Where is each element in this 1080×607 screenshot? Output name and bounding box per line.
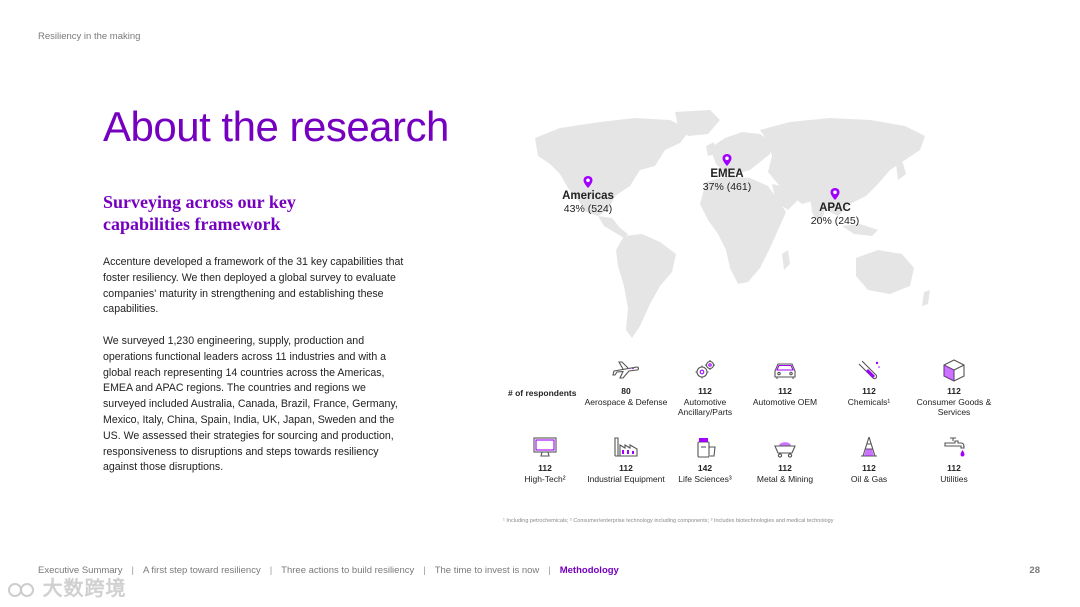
respondent-count: 112 (778, 386, 792, 396)
page-title: About the research (103, 103, 449, 150)
map-asia (760, 118, 925, 216)
region-americas: Americas 43% (524) (555, 176, 621, 216)
methodology-paragraph: We surveyed 1,230 engineering, supply, p… (103, 335, 398, 474)
footer-link-first-step[interactable]: A first step toward resiliency (142, 565, 261, 576)
map-africa (700, 176, 786, 284)
map-madagascar (782, 250, 790, 270)
watermark-logo-icon (8, 582, 34, 597)
industry-life-sciences: 142 Life Sciences³ (660, 435, 750, 484)
respondents-label: # of respondents (508, 388, 577, 398)
respondent-count: 112 (862, 386, 876, 396)
pill-bottle-icon (697, 438, 716, 458)
section-subtitle: Surveying across our key capabilities fr… (103, 192, 296, 234)
map-south-america (616, 234, 676, 338)
footer-separator: | (423, 565, 426, 576)
airplane-icon (612, 361, 640, 379)
map-indonesia (842, 224, 878, 236)
industry-chemicals: 112 Chemicals¹ (824, 358, 914, 407)
industry-name: Chemicals¹ (847, 397, 891, 407)
industry-name: Oil & Gas (850, 474, 888, 484)
factory-icon (614, 437, 638, 457)
map-new-zealand (922, 290, 930, 306)
industry-name: High-Tech² (524, 474, 566, 484)
monitor-icon (533, 437, 557, 457)
industry-name: Industrial Equipment (587, 474, 665, 484)
watermark-text: 大数跨境 (42, 578, 127, 600)
intro-paragraph: Accenture developed a framework of the 3… (103, 256, 404, 316)
respondent-count: 112 (862, 463, 876, 473)
footer-link-methodology[interactable]: Methodology (559, 565, 619, 576)
map-australia (856, 250, 914, 294)
respondent-count: 112 (947, 463, 961, 473)
footer-nav: Executive Summary | A first step toward … (38, 565, 619, 576)
respondent-count: 80 (621, 386, 631, 396)
industry-name: Consumer Goods & Services (916, 397, 992, 417)
industry-industrial-equipment: 112 Industrial Equipment (581, 435, 671, 484)
map-central-america (598, 216, 628, 238)
industry-aerospace: 80 Aerospace & Defense (581, 358, 671, 407)
industry-consumer-goods: 112 Consumer Goods & Services (909, 358, 999, 417)
mine-cart-icon (774, 442, 796, 458)
location-pin-icon (583, 176, 593, 188)
region-emea: EMEA 37% (461) (694, 154, 760, 194)
respondent-count: 112 (947, 386, 961, 396)
industry-name: Automotive Ancillary/Parts (677, 397, 733, 417)
industry-name: Aerospace & Defense (584, 397, 668, 407)
section-kicker: Resiliency in the making (38, 31, 141, 42)
map-greenland (675, 110, 720, 136)
oil-rig-icon (861, 436, 877, 457)
footer-separator: | (269, 565, 273, 576)
respondent-count: 112 (538, 463, 552, 473)
region-name: APAC (819, 202, 851, 214)
map-india (810, 196, 826, 224)
page-number: 28 (1029, 565, 1040, 576)
region-name: Americas (562, 190, 614, 202)
industry-name: Life Sciences³ (678, 474, 732, 484)
map-japan (896, 160, 906, 180)
footer-link-time-to-invest[interactable]: The time to invest is now (434, 565, 540, 576)
footnote: ¹ Including petrochemicals; ² Consumer/e… (503, 518, 834, 524)
region-apac: APAC 20% (245) (802, 188, 868, 228)
industry-name: Metal & Mining (756, 474, 814, 484)
water-tap-icon (944, 437, 965, 457)
industry-automotive-parts: 112 Automotive Ancillary/Parts (660, 358, 750, 417)
gears-icon (695, 360, 715, 379)
footer-separator: | (548, 565, 551, 576)
respondent-count: 142 (697, 463, 713, 473)
respondent-count: 112 (619, 463, 633, 473)
watermark: 大数跨境 (6, 572, 127, 601)
industry-oil-gas: 112 Oil & Gas (824, 435, 914, 484)
footer-link-executive-summary[interactable]: Executive Summary (38, 565, 123, 576)
industry-automotive-oem: 112 Automotive OEM (740, 358, 830, 407)
map-uk (706, 142, 716, 156)
footer-link-three-actions[interactable]: Three actions to build resiliency (281, 565, 415, 576)
industry-name: Automotive OEM (752, 397, 818, 407)
region-value: 37% (461) (702, 181, 752, 193)
box-icon (943, 359, 965, 382)
map-north-america (535, 118, 690, 216)
location-pin-icon (722, 154, 732, 166)
footer-separator: | (131, 565, 134, 576)
industry-utilities: 112 Utilities (909, 435, 999, 484)
industry-metal-mining: 112 Metal & Mining (740, 435, 830, 484)
map-arabia (772, 184, 798, 210)
car-icon (774, 363, 796, 379)
industry-name: Utilities (940, 474, 968, 484)
industry-high-tech: 112 High-Tech² (500, 435, 590, 484)
respondent-count: 112 (698, 386, 712, 396)
respondent-count: 112 (778, 463, 792, 473)
region-value: 43% (524) (563, 203, 613, 215)
region-value: 20% (245) (810, 215, 860, 227)
location-pin-icon (830, 188, 840, 200)
world-map (535, 110, 930, 338)
region-name: EMEA (710, 168, 744, 180)
test-tube-icon (858, 360, 880, 380)
